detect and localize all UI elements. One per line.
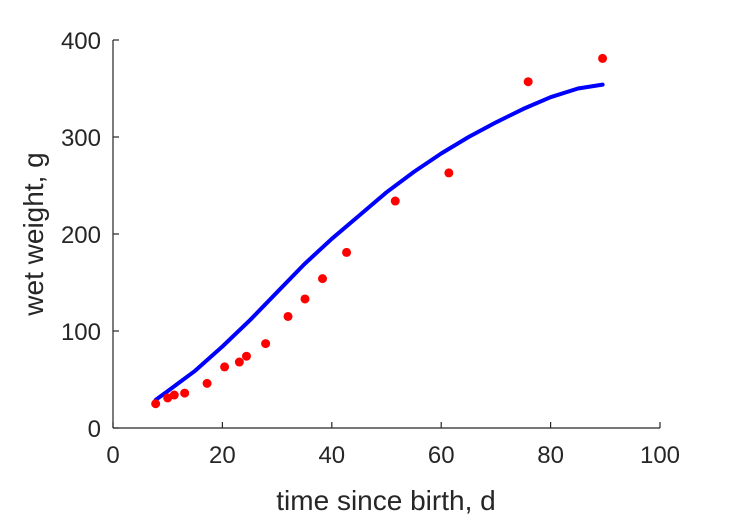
y-axis-label: wet weight, g: [18, 152, 49, 316]
data-point: [342, 247, 352, 257]
x-tick-label: 20: [209, 442, 236, 469]
x-tick-label: 100: [640, 442, 680, 469]
data-point: [283, 311, 293, 321]
data-point: [300, 294, 310, 304]
fit-curve: [153, 82, 605, 402]
data-point: [241, 351, 251, 361]
y-ticks: 0 100 200 300 400: [61, 28, 119, 443]
data-point: [390, 196, 400, 206]
x-tick-label: 40: [318, 442, 345, 469]
data-point: [523, 77, 533, 87]
y-tick-label: 0: [88, 416, 101, 443]
plot-series: [151, 53, 608, 409]
y-tick-label: 400: [61, 28, 101, 55]
x-axis-label: time since birth, d: [276, 485, 495, 516]
data-point: [318, 274, 328, 284]
y-tick-label: 300: [61, 125, 101, 152]
data-point: [169, 390, 179, 400]
data-point: [151, 399, 161, 409]
data-point: [598, 53, 608, 63]
x-ticks: 0 20 40 60 80 100: [106, 422, 680, 469]
y-tick-label: 100: [61, 319, 101, 346]
data-point: [180, 388, 190, 398]
data-point: [261, 339, 271, 349]
x-tick-label: 80: [537, 442, 564, 469]
x-tick-label: 0: [106, 442, 119, 469]
data-point: [202, 378, 212, 388]
data-point: [234, 357, 244, 367]
x-tick-label: 60: [428, 442, 455, 469]
data-point: [444, 168, 454, 178]
data-point: [220, 362, 230, 372]
y-tick-label: 200: [61, 222, 101, 249]
